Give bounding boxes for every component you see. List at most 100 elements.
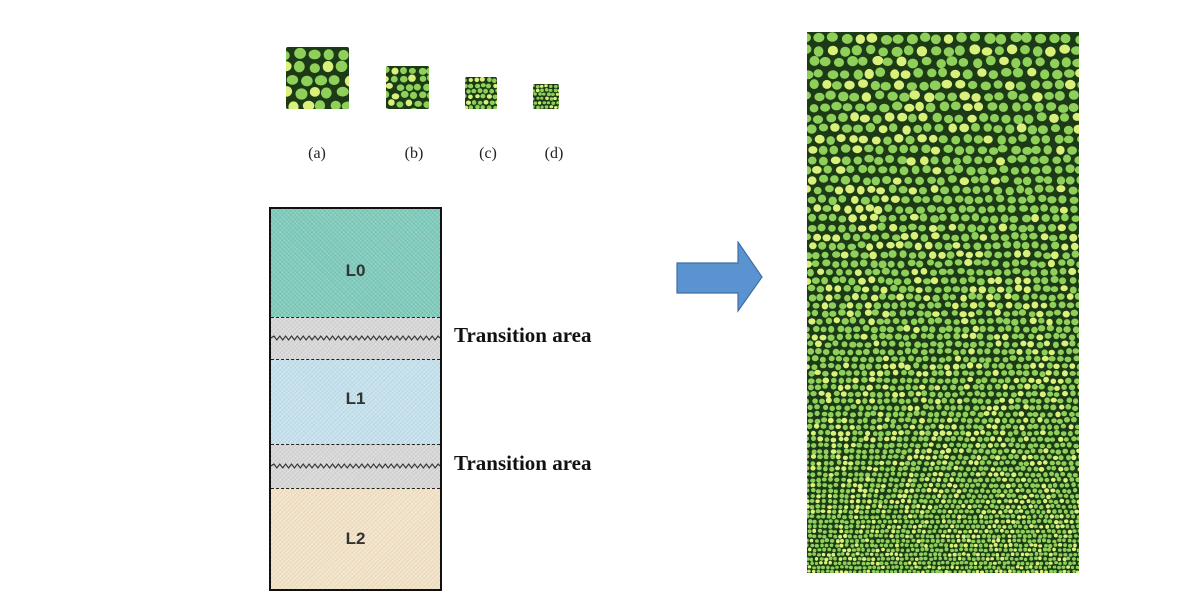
texture-cell: [881, 340, 888, 347]
texture-cell: [1055, 449, 1062, 455]
texture-cell: [889, 165, 898, 174]
texture-cell: [932, 488, 938, 493]
texture-cell: [927, 301, 934, 309]
texture-cell: [823, 442, 829, 448]
texture-cell: [1020, 529, 1025, 534]
texture-cell: [938, 135, 948, 144]
texture-cell: [823, 404, 829, 411]
texture-cell: [821, 514, 826, 519]
texture-cell: [862, 566, 867, 570]
texture-cell: [912, 499, 917, 504]
texture-cell: [1059, 44, 1071, 54]
texture-cell: [961, 514, 967, 519]
texture-cell: [809, 505, 815, 510]
texture-cell: [926, 487, 932, 493]
texture-cell: [1034, 251, 1042, 258]
texture-cell: [876, 392, 883, 398]
texture-cell: [847, 466, 853, 471]
texture-cell: [846, 552, 850, 556]
texture-cell: [1013, 177, 1023, 185]
texture-cell: [1005, 472, 1010, 477]
texture-cell: [872, 268, 881, 276]
texture-cell: [815, 489, 821, 494]
texture-cell: [929, 364, 936, 370]
texture-cell: [894, 134, 904, 143]
texture-cell: [927, 505, 933, 510]
texture-cell: [807, 499, 810, 504]
texture-cell: [295, 88, 308, 100]
texture-cell: [836, 333, 844, 341]
texture-cell: [810, 494, 815, 498]
texture-cell: [835, 166, 846, 174]
texture-cell: [880, 529, 885, 534]
texture-cell: [853, 370, 860, 376]
texture-cell: [1020, 259, 1028, 266]
texture-cell: [988, 483, 994, 489]
texture-cell: [856, 449, 862, 454]
texture-cell: [1014, 284, 1023, 292]
texture-cell: [996, 477, 1001, 482]
texture-cell: [1066, 442, 1072, 448]
texture-cell: [1000, 234, 1010, 242]
texture-cell: [1054, 79, 1064, 90]
texture-cell: [966, 418, 973, 424]
texture-cell: [897, 471, 902, 477]
texture-cell: [1063, 326, 1071, 333]
texture-cell: [479, 77, 485, 82]
texture-cell: [535, 85, 540, 89]
texture-cell: [1048, 499, 1053, 504]
texture-cell: [983, 561, 988, 565]
texture-cell: [879, 553, 884, 557]
texture-cell: [1076, 515, 1079, 520]
texture-cell: [1012, 411, 1018, 417]
texture-cell: [928, 384, 935, 391]
texture-cell: [907, 448, 913, 453]
texture-cell: [1076, 448, 1079, 453]
texture-cell: [1025, 355, 1032, 361]
texture-cell: [977, 436, 983, 442]
texture-cell: [940, 186, 950, 195]
texture-cell: [1032, 514, 1037, 519]
texture-cell: [1053, 425, 1060, 430]
texture-cell: [882, 384, 889, 390]
texture-cell: [838, 369, 846, 376]
texture-cell: [812, 302, 820, 309]
texture-cell: [938, 543, 944, 547]
texture-cell: [986, 342, 994, 348]
right-arrow-icon: [676, 241, 763, 313]
texture-cell: [829, 145, 839, 155]
texture-cell: [1033, 277, 1041, 284]
texture-cell: [1013, 548, 1017, 552]
texture-cell: [886, 548, 891, 553]
texture-cell: [913, 195, 922, 203]
texture-cell: [1059, 483, 1065, 488]
texture-cell: [969, 543, 974, 548]
texture-cell: [878, 47, 888, 57]
texture-cell: [836, 268, 843, 276]
texture-cell: [883, 398, 890, 404]
texture-cell: [807, 454, 810, 459]
texture-cell: [914, 565, 918, 569]
texture-cell: [1002, 241, 1012, 249]
texture-cell: [1058, 104, 1069, 113]
texture-cell: [920, 410, 926, 416]
texture-cell: [901, 528, 906, 533]
texture-cell: [1012, 538, 1017, 543]
texture-cell: [807, 436, 809, 442]
texture-cell: [1031, 241, 1039, 249]
texture-cell: [873, 302, 882, 310]
texture-cell: [890, 436, 897, 441]
texture-cell: [873, 467, 879, 472]
texture-cell: [938, 67, 948, 78]
texture-cell: [840, 144, 851, 153]
texture-cell: [919, 430, 925, 436]
texture-cell: [808, 533, 813, 538]
texture-cell: [1033, 284, 1041, 292]
texture-cell: [904, 460, 911, 466]
texture-cell: [896, 436, 903, 442]
texture-cell: [1069, 465, 1075, 471]
texture-cell: [809, 514, 815, 519]
caption-c: (c): [479, 145, 497, 162]
texture-cell: [1037, 436, 1044, 442]
texture-cell: [1038, 514, 1044, 519]
